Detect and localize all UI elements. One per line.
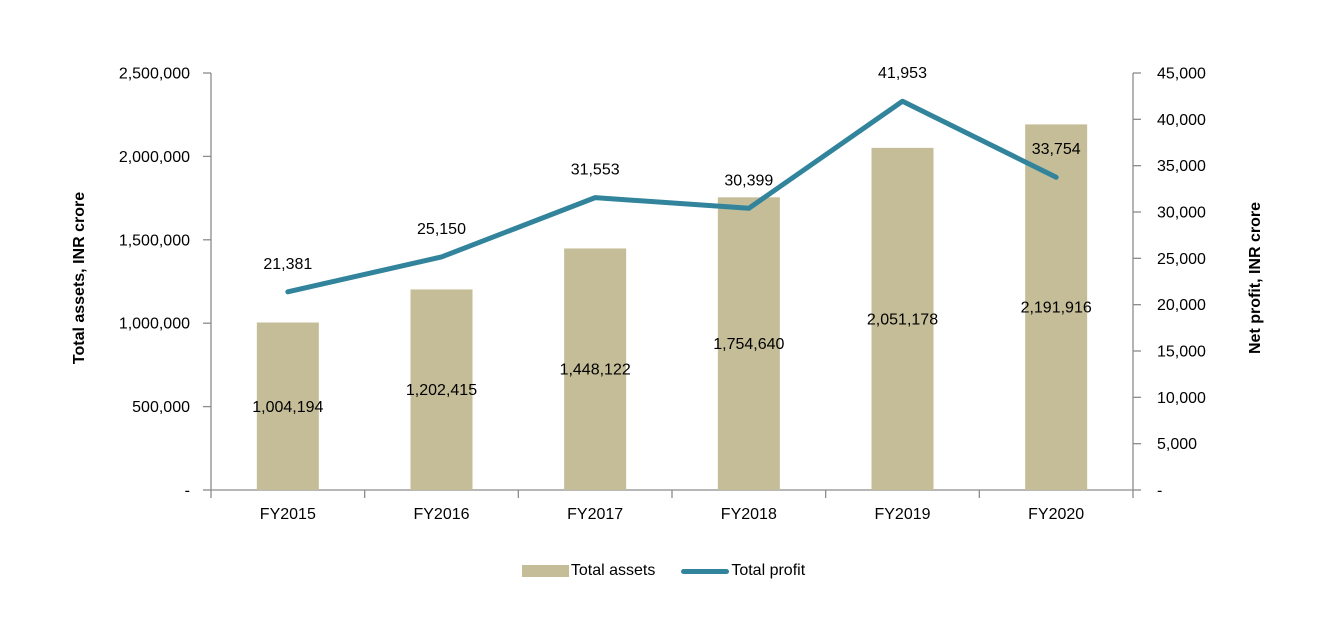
category-label: FY2015 <box>260 506 316 523</box>
line-value-label: 31,553 <box>571 162 620 179</box>
category-label: FY2020 <box>1028 506 1084 523</box>
y-axis-left-tick-label: 1,000,000 <box>119 316 190 333</box>
y-axis-right-tick-label: 30,000 <box>1157 205 1206 222</box>
y-axis-right-tick-label: - <box>1157 483 1162 500</box>
y-axis-left-tick-label: 2,000,000 <box>119 149 190 166</box>
line-value-label: 25,150 <box>417 221 466 238</box>
bar-value-label: 1,004,194 <box>252 399 323 416</box>
bar-FY2018 <box>717 197 780 490</box>
bar-value-label: 2,191,916 <box>1021 300 1092 317</box>
y-axis-right-tick-label: 25,000 <box>1157 251 1206 268</box>
bar-value-label: 1,448,122 <box>560 362 631 379</box>
y-axis-left-tick-label: 1,500,000 <box>119 232 190 249</box>
category-label: FY2017 <box>567 506 623 523</box>
total-profit-line <box>285 98 1059 295</box>
line-value-label: 33,754 <box>1032 141 1081 158</box>
y-axis-left-tick-label: 2,500,000 <box>119 66 190 83</box>
legend-entry-total-profit: Total profit <box>681 562 805 580</box>
legend-line-swatch-icon <box>681 568 730 574</box>
legend-label-total-assets: Total assets <box>570 562 656 579</box>
category-label: FY2018 <box>721 506 777 523</box>
y-axis-right-tick-label: 45,000 <box>1157 66 1206 83</box>
category-label: FY2019 <box>874 506 930 523</box>
y-axis-right-tick-label: 20,000 <box>1157 297 1206 314</box>
bar-value-label: 1,202,415 <box>406 382 477 399</box>
line-value-label: 30,399 <box>724 172 773 189</box>
y-axis-right-tick-label: 40,000 <box>1157 112 1206 129</box>
bar-FY2019 <box>871 147 934 490</box>
y-axis-right-tick-label: 10,000 <box>1157 390 1206 407</box>
bar-FY2016 <box>410 289 473 490</box>
legend: Total assets Total profit <box>0 562 1327 580</box>
legend-label-total-profit: Total profit <box>731 562 806 579</box>
bar-value-label: 2,051,178 <box>867 311 938 328</box>
y-axis-right-tick-label: 15,000 <box>1157 344 1206 361</box>
y-axis-right-tick-label: 35,000 <box>1157 158 1206 175</box>
bar-FY2020 <box>1025 124 1088 490</box>
left-axis-title: Total assets, INR crore <box>71 191 88 365</box>
legend-bar-swatch-icon <box>521 565 569 577</box>
y-axis-right-tick-label: 5,000 <box>1157 436 1197 453</box>
right-axis-title: Net profit, INR crore <box>1247 201 1264 355</box>
legend-entry-total-assets: Total assets <box>521 562 656 580</box>
bar-FY2015 <box>256 322 319 490</box>
bar-value-label: 1,754,640 <box>713 336 784 353</box>
y-axis-left-tick-label: 500,000 <box>132 399 190 416</box>
line-value-label: 21,381 <box>263 256 312 273</box>
bar-FY2017 <box>564 248 627 490</box>
line-value-label: 41,953 <box>878 65 927 82</box>
y-axis-left-tick-label: - <box>185 483 190 500</box>
category-label: FY2016 <box>413 506 469 523</box>
